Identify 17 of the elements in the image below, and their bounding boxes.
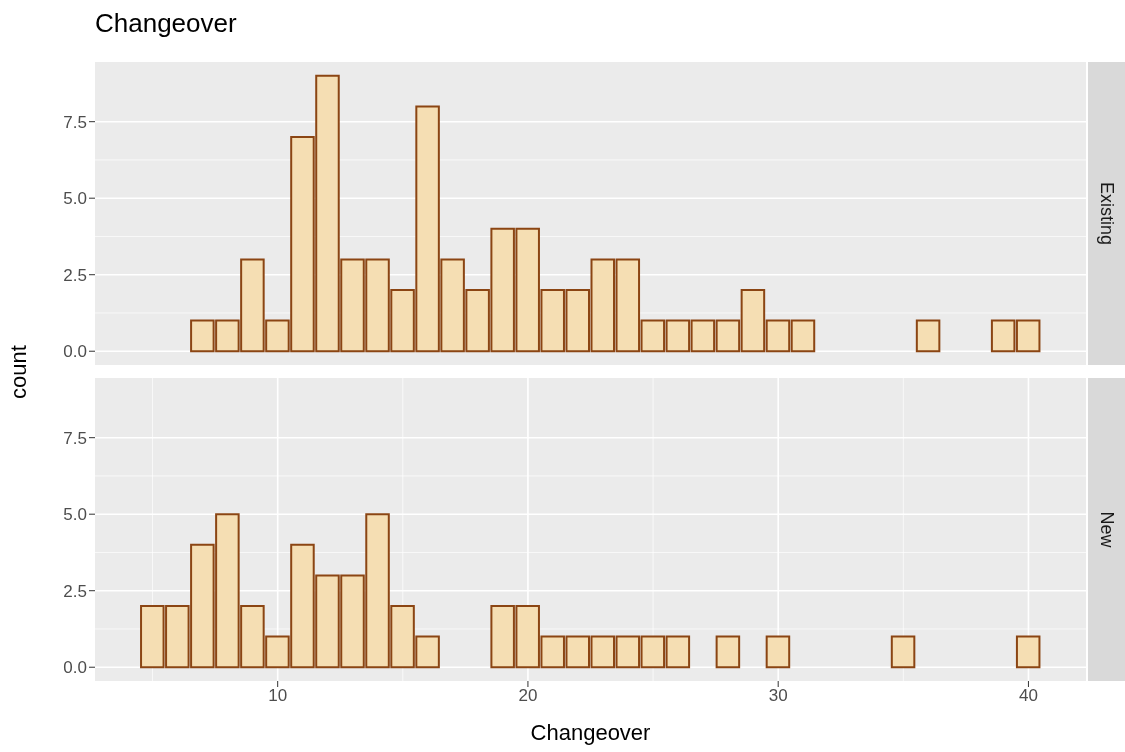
y-tick-label: 7.5 bbox=[63, 112, 87, 132]
y-tick-label: 0.0 bbox=[63, 342, 87, 362]
chart-title: Changeover bbox=[95, 8, 237, 39]
y-tick-label: 0.0 bbox=[63, 658, 87, 678]
x-tick-label: 30 bbox=[768, 686, 788, 706]
y-tick-label: 7.5 bbox=[63, 428, 87, 448]
y-tick-label: 5.0 bbox=[63, 505, 87, 525]
y-tick-label: 5.0 bbox=[63, 189, 87, 209]
text: Existing bbox=[1096, 181, 1117, 246]
x-tick-label: 20 bbox=[518, 686, 538, 706]
y-axis-title: count bbox=[6, 344, 32, 399]
x-tick-label: 10 bbox=[268, 686, 288, 706]
x-axis-title: Changeover bbox=[529, 720, 652, 746]
x-tick-label: 40 bbox=[1018, 686, 1038, 706]
y-tick-label: 2.5 bbox=[63, 265, 87, 285]
y-tick-label: 2.5 bbox=[63, 581, 87, 601]
text: New bbox=[1096, 511, 1117, 549]
